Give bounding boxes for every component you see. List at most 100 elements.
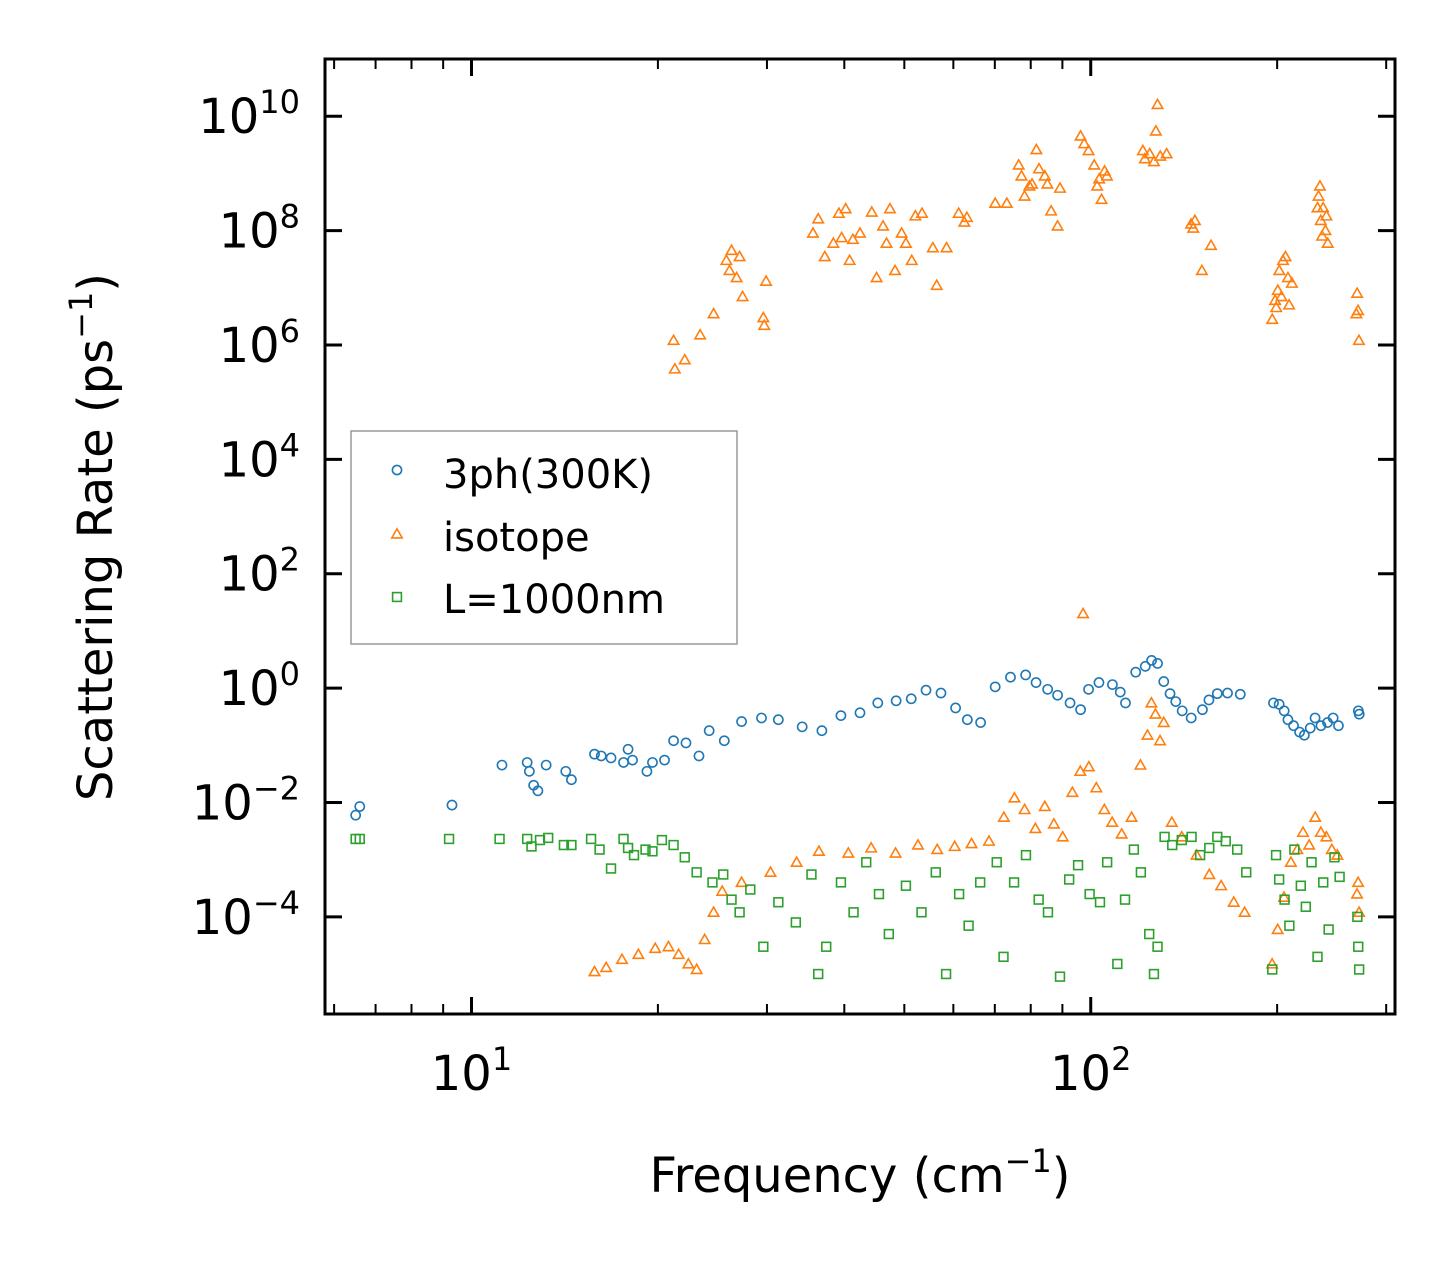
point-isotope [1089,781,1103,793]
point-isotope [1124,810,1139,823]
point-boundary [354,833,365,845]
point-3ph [446,799,458,811]
point-boundary [1054,971,1066,982]
point-isotope [706,905,721,918]
y-tick-label: 1010 [198,83,300,145]
point-isotope [690,962,704,975]
point-3ph [532,785,544,797]
point-boundary [873,888,885,900]
point-isotope [1282,298,1296,310]
point-isotope [1018,802,1032,815]
point-isotope [1056,830,1070,842]
point-isotope [631,947,645,960]
point-isotope [982,834,996,846]
point-isotope [853,226,867,238]
point-3ph [890,695,902,707]
point-isotope [926,240,940,253]
point-isotope [706,307,721,319]
point-boundary [848,907,859,918]
point-isotope [1227,895,1241,907]
point-boundary [1094,897,1106,908]
point-isotope [1149,124,1163,136]
point-isotope [1350,286,1364,298]
point-isotope [719,253,733,266]
legend-label-isotope: isotope [443,515,590,561]
point-isotope [839,202,853,214]
legend: 3ph(300K) isotope L=1000nm [350,430,738,645]
legend-marker-shape [390,527,404,539]
point-isotope [1165,815,1179,827]
point-boundary [558,839,570,851]
point-3ph [622,743,634,755]
point-isotope [735,875,749,888]
point-boundary [622,842,634,854]
point-3ph [1278,705,1290,717]
y-tick-label: 102 [219,541,300,603]
point-3ph [1020,669,1032,681]
point-boundary [1306,857,1317,868]
point-isotope [1012,158,1026,170]
legend-marker-shape [391,464,403,476]
point-3ph [1107,679,1118,691]
point-isotope [661,939,676,952]
point-isotope [1265,312,1279,325]
point-isotope [1025,177,1039,189]
point-isotope [715,884,729,896]
point-isotope [879,236,894,248]
point-isotope [790,855,804,867]
point-boundary [1312,951,1323,963]
point-isotope [1050,219,1065,231]
point-boundary [691,867,702,878]
point-boundary [1194,849,1206,861]
point-isotope [812,844,826,856]
point-isotope [1188,213,1202,226]
point-3ph [496,759,508,771]
point-isotope [1352,333,1366,346]
point-3ph [589,748,600,760]
point-boundary [835,877,847,888]
point-boundary [726,894,737,905]
x-tick-label: 102 [1050,1040,1131,1102]
point-boundary [1232,844,1243,855]
point-isotope [648,941,662,954]
point-isotope [1115,827,1129,839]
point-isotope [724,243,739,256]
point-isotope [1018,189,1032,201]
point-isotope [1330,848,1344,860]
point-3ph [1075,704,1086,716]
point-isotope [1186,221,1200,233]
point-3ph [647,757,658,768]
point-isotope [1038,169,1052,181]
point-isotope [899,236,913,248]
point-boundary [1353,941,1364,952]
y-axis-title: Scattering Rate (ps−1) [62,273,124,801]
point-isotope [960,210,974,223]
point-3ph [1304,722,1316,734]
point-3ph [736,716,747,727]
point-3ph [1222,687,1233,699]
point-3ph [627,754,638,766]
point-3ph [816,725,828,737]
point-3ph [693,750,705,762]
point-isotope [939,240,954,253]
point-isotope [757,318,771,331]
point-isotope [865,205,879,217]
point-isotope [864,841,878,853]
point-isotope [1315,229,1329,241]
point-isotope [841,846,855,858]
point-boundary [1152,941,1163,952]
point-boundary [1267,964,1278,975]
point-3ph [1315,720,1327,732]
point-isotope [1047,817,1061,829]
point-3ph [1282,714,1294,726]
point-isotope [672,947,686,960]
point-isotope [964,836,979,849]
point-isotope [870,270,884,283]
point-boundary [668,839,679,851]
point-isotope [1014,169,1029,181]
point-3ph [1158,676,1170,687]
point-3ph [1203,694,1215,706]
point-3ph [1083,683,1094,695]
point-isotope [1271,922,1285,935]
point-3ph [605,752,617,764]
